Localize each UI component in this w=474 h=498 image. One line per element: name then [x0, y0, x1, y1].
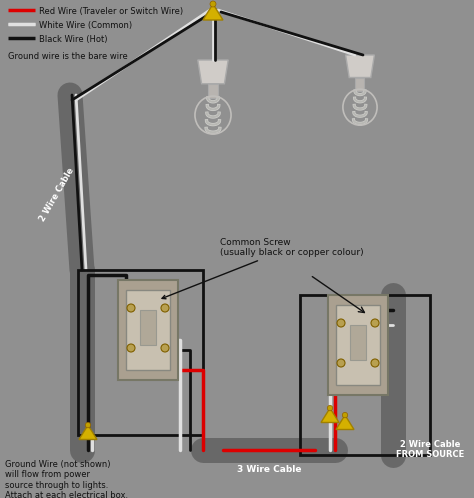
Circle shape [328, 405, 333, 411]
Text: Red Wire (Traveler or Switch Wire): Red Wire (Traveler or Switch Wire) [39, 6, 183, 15]
Polygon shape [198, 60, 228, 84]
Text: 3 Wire Cable: 3 Wire Cable [237, 465, 301, 474]
Text: Common Screw
(usually black or copper colour): Common Screw (usually black or copper co… [162, 238, 364, 299]
Circle shape [85, 422, 91, 428]
Bar [350, 325, 366, 360]
Circle shape [127, 344, 135, 352]
Bar [356, 78, 365, 91]
Text: Ground wire is the bare wire: Ground wire is the bare wire [8, 52, 128, 61]
Circle shape [210, 1, 216, 7]
Polygon shape [346, 55, 374, 78]
Circle shape [161, 344, 169, 352]
Circle shape [161, 304, 169, 312]
Bar [126, 290, 170, 370]
Text: Black Wire (Hot): Black Wire (Hot) [39, 34, 108, 43]
Text: White Wire (Common): White Wire (Common) [39, 20, 132, 29]
Polygon shape [321, 408, 339, 422]
Bar [78, 270, 203, 435]
Circle shape [337, 319, 345, 327]
Circle shape [371, 319, 379, 327]
Polygon shape [203, 4, 223, 20]
Circle shape [371, 359, 379, 367]
Bar [208, 84, 218, 98]
Text: 2 Wire Cable: 2 Wire Cable [38, 167, 76, 224]
Bar [328, 295, 388, 395]
Circle shape [127, 304, 135, 312]
Text: Ground Wire (not shown)
will flow from power
source through to lights.
Attach at: Ground Wire (not shown) will flow from p… [5, 460, 128, 498]
Circle shape [342, 412, 348, 418]
Circle shape [337, 359, 345, 367]
Polygon shape [79, 425, 97, 440]
Bar [300, 295, 430, 455]
Polygon shape [336, 415, 354, 429]
Bar [140, 310, 156, 345]
Text: 2 Wire Cable
FROM SOURCE: 2 Wire Cable FROM SOURCE [396, 440, 464, 459]
Bar [118, 280, 178, 380]
Bar [336, 305, 380, 385]
